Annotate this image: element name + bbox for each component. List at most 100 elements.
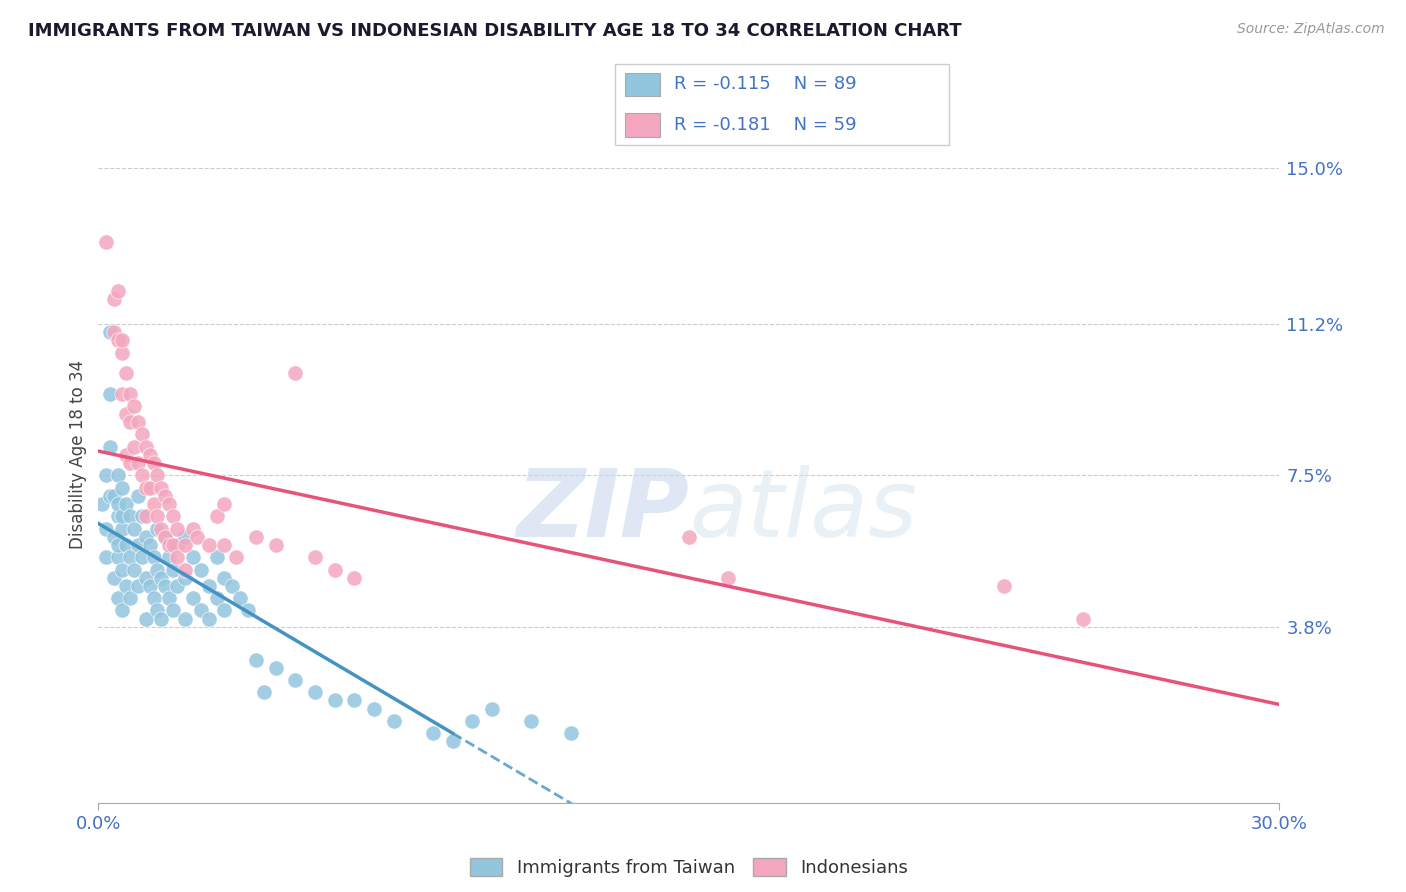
Point <box>1071 612 1094 626</box>
Point <box>245 530 267 544</box>
Point <box>146 522 169 536</box>
Point <box>229 591 252 606</box>
Point <box>155 530 177 544</box>
Point <box>111 386 134 401</box>
Point <box>96 522 118 536</box>
Point <box>284 366 307 380</box>
Point <box>142 456 165 470</box>
Point <box>205 550 228 565</box>
Point <box>205 591 228 606</box>
Point <box>146 603 169 617</box>
Point <box>142 550 165 565</box>
Point <box>363 701 385 715</box>
Point <box>304 685 326 699</box>
Point <box>131 550 153 565</box>
Text: ZIP: ZIP <box>516 465 689 557</box>
Point <box>678 530 700 544</box>
Point <box>135 440 157 454</box>
Point <box>107 284 129 298</box>
Point <box>118 509 141 524</box>
Point <box>127 538 149 552</box>
Point <box>138 481 160 495</box>
Point <box>236 603 259 617</box>
Point <box>205 509 228 524</box>
Point <box>190 603 212 617</box>
Point <box>103 293 125 307</box>
Point <box>150 571 173 585</box>
Point <box>214 497 236 511</box>
Point <box>111 522 134 536</box>
Point <box>166 538 188 552</box>
Point <box>107 468 129 483</box>
Point <box>197 538 219 552</box>
Point <box>304 550 326 565</box>
Point <box>162 538 184 552</box>
Point <box>122 440 145 454</box>
Point <box>162 509 184 524</box>
Point <box>96 550 118 565</box>
Point <box>135 509 157 524</box>
Point <box>111 481 134 495</box>
Y-axis label: Disability Age 18 to 34: Disability Age 18 to 34 <box>69 360 87 549</box>
Point <box>131 427 153 442</box>
Point <box>98 386 121 401</box>
Point <box>135 530 157 544</box>
Point <box>146 468 169 483</box>
Point <box>197 612 219 626</box>
Point <box>103 571 125 585</box>
Point <box>118 456 141 470</box>
Point <box>98 489 121 503</box>
Point <box>323 693 346 707</box>
Point <box>382 714 405 728</box>
Point <box>993 579 1015 593</box>
Point <box>166 579 188 593</box>
Point <box>142 497 165 511</box>
Point <box>135 612 157 626</box>
Point <box>174 562 197 576</box>
Point <box>107 334 129 348</box>
Point <box>135 481 157 495</box>
Point <box>284 673 307 687</box>
Point <box>111 509 134 524</box>
Point <box>214 538 236 552</box>
Text: R = -0.181    N = 59: R = -0.181 N = 59 <box>673 116 856 134</box>
Point <box>103 325 125 339</box>
Point <box>422 726 444 740</box>
Point <box>138 579 160 593</box>
Point <box>181 522 204 536</box>
Point <box>197 579 219 593</box>
Point <box>107 497 129 511</box>
Point <box>157 497 180 511</box>
Point <box>717 571 740 585</box>
Point <box>343 693 366 707</box>
Point <box>343 571 366 585</box>
Point <box>103 489 125 503</box>
Point <box>323 562 346 576</box>
Point <box>461 714 484 728</box>
Bar <box>626 72 659 96</box>
Point <box>107 538 129 552</box>
Point <box>520 714 543 728</box>
Point <box>131 468 153 483</box>
Point <box>214 571 236 585</box>
Text: Source: ZipAtlas.com: Source: ZipAtlas.com <box>1237 22 1385 37</box>
Point <box>127 456 149 470</box>
Point <box>111 562 134 576</box>
Point <box>186 530 208 544</box>
Point <box>122 562 145 576</box>
Point <box>115 579 138 593</box>
Point <box>264 538 287 552</box>
Point <box>214 603 236 617</box>
Point <box>155 489 177 503</box>
Point <box>127 415 149 429</box>
Point <box>131 509 153 524</box>
Point <box>155 579 177 593</box>
Point <box>181 591 204 606</box>
Point <box>118 550 141 565</box>
Point <box>174 612 197 626</box>
Text: R = -0.115    N = 89: R = -0.115 N = 89 <box>673 76 856 94</box>
Point <box>174 538 197 552</box>
Point <box>225 550 247 565</box>
Point <box>111 334 134 348</box>
Point <box>96 235 118 249</box>
